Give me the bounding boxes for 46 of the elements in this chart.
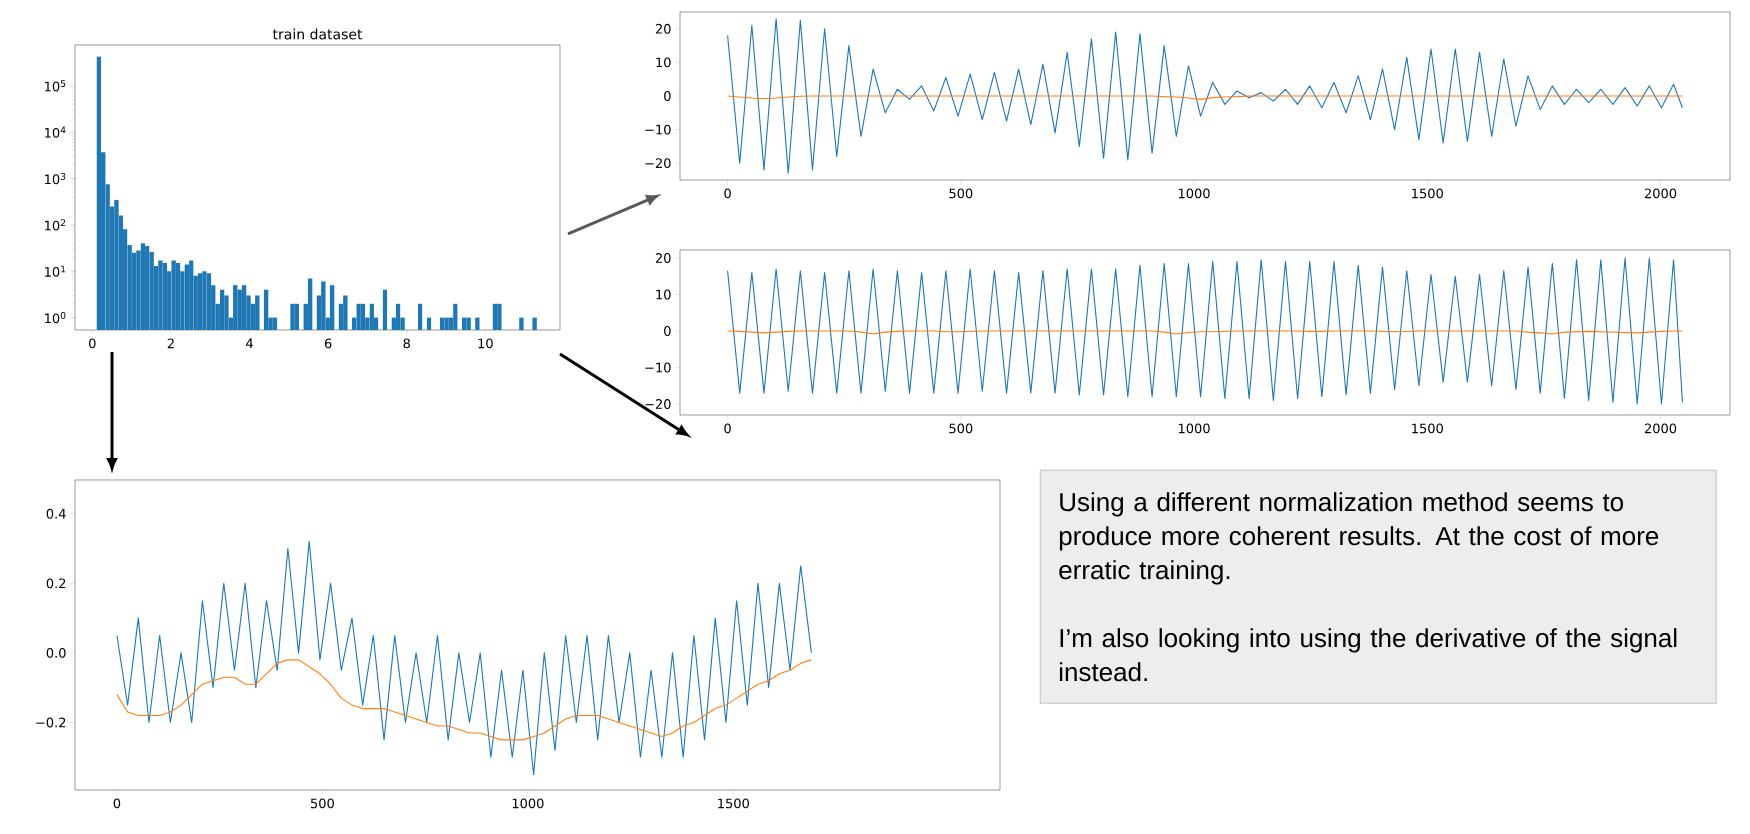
x-tick-label: 1000 [1178, 423, 1210, 434]
x-tick-label: 1000 [1178, 188, 1210, 199]
y-tick-label: 10$^{0}$ [45, 311, 66, 324]
x-tick-label: 2 [167, 338, 174, 349]
text: I’m also looking into using the derivative of the signal instead. [1059, 628, 1677, 682]
y-tick-label: −20 [645, 158, 671, 169]
x-tick-label: 500 [949, 423, 973, 434]
y-tick-label: 10$^{1}$ [45, 265, 66, 277]
x-tick-label: 10 [478, 338, 493, 349]
x-tick-label: 500 [310, 798, 334, 809]
y-tick-label: 10$^{4}$ [45, 126, 66, 138]
y-tick-label: −10 [645, 362, 671, 373]
chart-title: train dataset [272, 28, 363, 40]
x-tick-label: 2000 [1644, 423, 1677, 434]
line-series [116, 541, 812, 776]
y-tick-label: 0 [664, 326, 671, 336]
x-tick-label: 2000 [1644, 188, 1677, 199]
y-tick-label: 0.4 [46, 508, 66, 519]
y-tick-label: 10$^{5}$ [45, 80, 66, 92]
x-tick-label: 4 [246, 338, 253, 348]
x-tick-label: 8 [403, 338, 410, 349]
y-tick-label: −10 [645, 124, 671, 135]
line-series [727, 18, 1683, 174]
y-tick-label: 20 [655, 23, 671, 34]
y-tick-label: 10$^{2}$ [45, 219, 66, 231]
x-tick-label: 1500 [1412, 423, 1443, 434]
y-tick-label: 20 [655, 253, 671, 263]
x-tick-label: 1500 [1412, 188, 1443, 199]
text: Using a different normalization method seems to produce more coherent results. At the cost of more erratic training. [1059, 492, 1659, 585]
x-tick-label: 1500 [718, 798, 749, 809]
x-tick-label: 0 [724, 423, 731, 434]
x-tick-label: 6 [324, 338, 332, 349]
y-tick-label: 0.2 [46, 578, 66, 589]
x-tick-label: 1000 [512, 798, 544, 809]
x-tick-label: 0 [113, 798, 121, 809]
y-tick-label: 10$^{3}$ [45, 172, 66, 185]
y-tick-label: 0.0 [46, 647, 66, 658]
x-tick-label: 0 [89, 338, 96, 349]
y-tick-label: −20 [645, 399, 671, 409]
y-tick-label: 10 [656, 57, 671, 68]
x-tick-label: 500 [949, 188, 973, 199]
y-tick-label: −0.2 [36, 717, 66, 728]
line-series [727, 257, 1683, 405]
y-tick-label: 10 [656, 289, 671, 300]
x-tick-label: 0 [724, 188, 731, 199]
y-tick-label: 0 [664, 91, 671, 101]
